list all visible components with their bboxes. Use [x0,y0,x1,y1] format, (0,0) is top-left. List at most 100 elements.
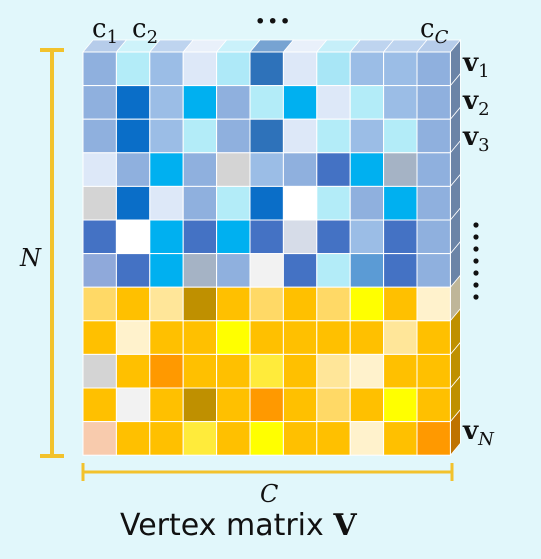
matrix-cell [182,421,218,456]
matrix-cell [82,152,117,187]
matrix-cell [282,353,318,389]
matrix-cell [182,286,218,322]
matrix-cell [115,219,151,255]
matrix-cell [316,421,351,456]
matrix-cell [182,152,218,187]
matrix-cell [416,286,451,322]
matrix-cell [416,387,451,423]
matrix-cell [282,152,318,187]
matrix-cell [216,185,251,221]
matrix-cell [383,51,418,87]
matrix-cell [416,85,451,120]
matrix-cell [282,286,318,322]
matrix-cell [249,253,284,288]
matrix-cell [349,253,385,288]
matrix-cell [349,219,385,255]
matrix-cell [216,353,251,389]
matrix-cell [349,387,385,423]
matrix-cell [249,286,284,322]
matrix-cell [383,320,418,355]
matrix-cell [349,185,385,221]
matrix-cell [115,118,151,154]
matrix-cell [282,219,318,255]
row-ellipsis-dot [473,246,479,252]
column-ellipsis: ··· [255,4,293,39]
matrix-cell [416,118,451,154]
matrix-cell [82,353,117,389]
matrix-cell [282,85,318,120]
row-ellipsis-dot [473,270,479,276]
matrix-cell [249,353,284,389]
matrix-cell [82,85,117,120]
row-ellipsis-dot [473,294,479,300]
column-label-c1: c1 [92,14,119,49]
matrix-cell [115,253,151,288]
matrix-cell [82,421,117,456]
matrix-cell [216,219,251,255]
matrix-cell [316,253,351,288]
matrix-cell [416,253,451,288]
matrix-cell [182,118,218,154]
matrix-cell [182,353,218,389]
row-ellipsis-dot [473,234,479,240]
matrix-cell [383,421,418,456]
matrix-cell [149,253,184,288]
matrix-cell [349,152,385,187]
matrix-cell [182,51,218,87]
matrix-cell [316,185,351,221]
row-label-v1: v1 [463,48,490,83]
matrix-cell [383,219,418,255]
matrix-cell [216,51,251,87]
row-ellipsis-dot [473,282,479,288]
matrix-cell [416,219,451,255]
matrix-cell [316,286,351,322]
matrix-cell [282,421,318,456]
matrix-cell [182,253,218,288]
matrix-cell [349,353,385,389]
rows-dimension-label: N [20,244,41,272]
column-label-cC: cC [420,14,449,49]
matrix-cell [383,387,418,423]
matrix-cell [282,253,318,288]
matrix-cell [82,253,117,288]
matrix-cell [216,253,251,288]
matrix-cell [383,185,418,221]
matrix-cell [249,387,284,423]
matrix-cell [115,353,151,389]
matrix-cell [416,152,451,187]
matrix-cell [249,219,284,255]
matrix-cell [249,51,284,87]
matrix-cell [182,85,218,120]
matrix-cell [349,421,385,456]
row-label-v3: v3 [463,122,490,157]
matrix-cell [349,51,385,87]
matrix-cell [249,421,284,456]
matrix-cell [282,51,318,87]
matrix-cell [115,421,151,456]
caption: Vertex matrix V [120,508,357,543]
matrix-cell [316,353,351,389]
matrix-cell [149,219,184,255]
matrix-cell [416,353,451,389]
matrix-cell [383,353,418,389]
matrix-cell [182,219,218,255]
matrix-cell [115,320,151,355]
matrix-cell [383,85,418,120]
matrix-cell [416,320,451,355]
matrix-cell [182,185,218,221]
matrix-cell [149,185,184,221]
matrix-cell [149,353,184,389]
matrix-cell [82,219,117,255]
matrix-cell [316,118,351,154]
column-label-c2: c2 [132,14,159,49]
matrix-cell [416,185,451,221]
matrix-cell [383,253,418,288]
matrix-cell [82,320,117,355]
row-label-vN: vN [463,416,494,451]
matrix-cell [316,152,351,187]
matrix-cell [249,85,284,120]
matrix-cell [82,51,117,87]
matrix-cell [282,320,318,355]
matrix-cell [349,320,385,355]
